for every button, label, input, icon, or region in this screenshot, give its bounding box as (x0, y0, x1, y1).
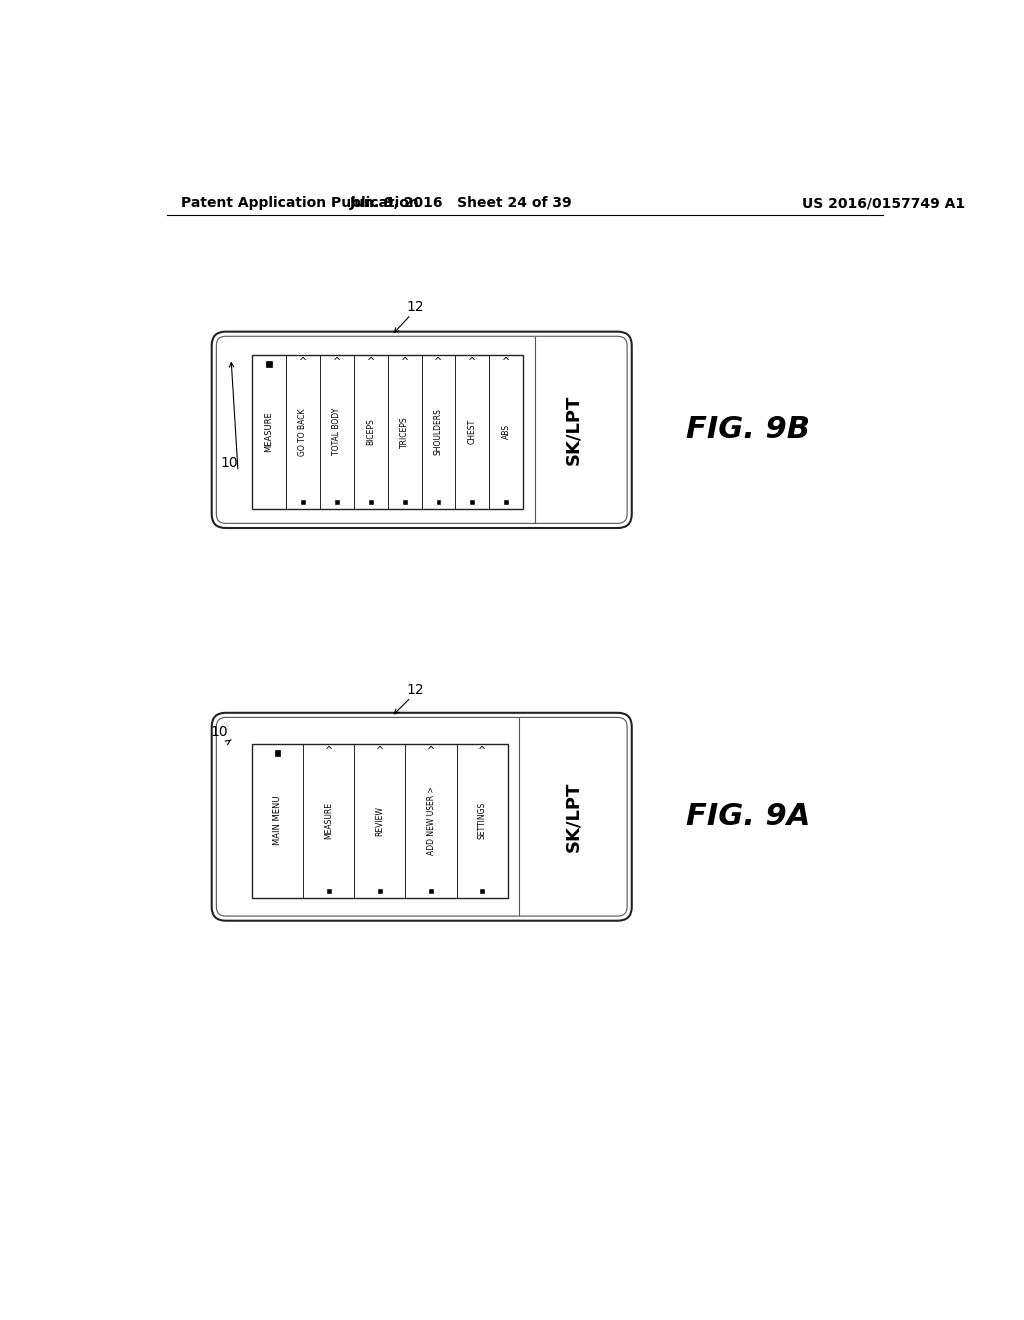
Text: MEASURE: MEASURE (325, 803, 333, 840)
Bar (327, 890, 331, 892)
Text: ^: ^ (502, 358, 510, 367)
FancyBboxPatch shape (212, 713, 632, 921)
Bar (470, 500, 474, 504)
Text: SETTINGS: SETTINGS (477, 803, 486, 840)
Text: ABS: ABS (502, 424, 511, 440)
Text: 12: 12 (406, 682, 424, 697)
Text: FIG. 9B: FIG. 9B (686, 414, 810, 444)
Text: TRICEPS: TRICEPS (400, 416, 409, 447)
Bar (378, 890, 382, 892)
Text: Patent Application Publication: Patent Application Publication (180, 197, 419, 210)
FancyBboxPatch shape (212, 331, 632, 528)
Bar (429, 890, 433, 892)
Text: 10: 10 (220, 455, 238, 470)
Text: GO TO BACK: GO TO BACK (298, 408, 307, 455)
Bar (266, 360, 271, 367)
Text: Jun. 9, 2016   Sheet 24 of 39: Jun. 9, 2016 Sheet 24 of 39 (350, 197, 572, 210)
Text: TOTAL BODY: TOTAL BODY (332, 408, 341, 455)
Text: ^: ^ (478, 746, 486, 756)
Text: SHOULDERS: SHOULDERS (434, 408, 443, 455)
Text: ^: ^ (367, 358, 375, 367)
Text: MAIN MENU: MAIN MENU (273, 796, 282, 845)
Text: ^: ^ (376, 746, 384, 756)
Text: FIG. 9A: FIG. 9A (686, 803, 810, 832)
Bar (301, 500, 305, 504)
Text: ^: ^ (333, 358, 341, 367)
Text: 10: 10 (211, 725, 228, 739)
Bar (402, 500, 407, 504)
Text: ^: ^ (468, 358, 476, 367)
Text: ADD NEW USER >: ADD NEW USER > (427, 787, 435, 855)
Bar (252, 743, 508, 898)
Text: US 2016/0157749 A1: US 2016/0157749 A1 (802, 197, 966, 210)
Text: ^: ^ (400, 358, 409, 367)
Bar (252, 355, 523, 508)
Text: ^: ^ (325, 746, 333, 756)
Bar (274, 750, 281, 755)
Text: 12: 12 (406, 300, 424, 314)
Bar (436, 500, 440, 504)
Text: BICEPS: BICEPS (367, 418, 375, 445)
Text: CHEST: CHEST (468, 420, 477, 445)
Text: ^: ^ (299, 358, 307, 367)
Bar (335, 500, 339, 504)
Text: REVIEW: REVIEW (376, 805, 384, 836)
Text: ^: ^ (427, 746, 435, 756)
Text: MEASURE: MEASURE (264, 412, 273, 453)
Text: SK/LPT: SK/LPT (564, 781, 583, 851)
Text: SK/LPT: SK/LPT (564, 395, 583, 465)
Bar (369, 500, 373, 504)
Bar (505, 500, 508, 504)
Text: ^: ^ (434, 358, 442, 367)
Bar (480, 890, 484, 892)
